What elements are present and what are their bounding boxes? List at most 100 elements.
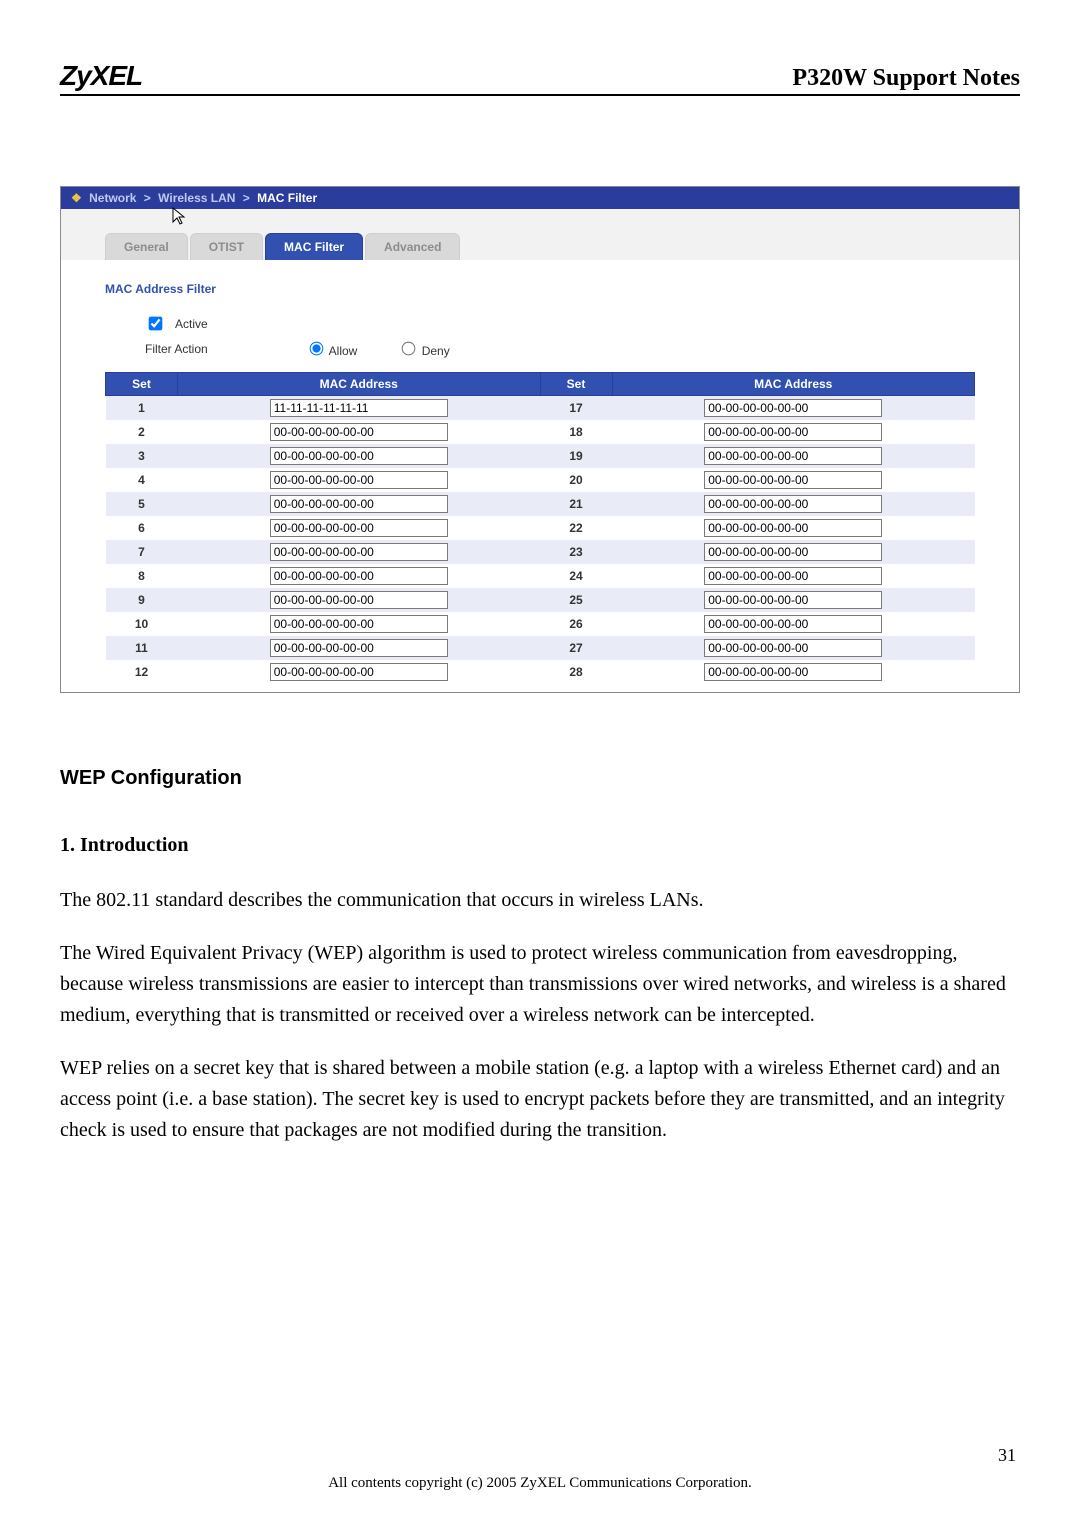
set-number: 9 (106, 588, 178, 612)
table-row: 7 23 (106, 540, 975, 564)
table-row: 9 25 (106, 588, 975, 612)
mac-cell (612, 660, 975, 684)
mac-cell (612, 540, 975, 564)
mac-cell (178, 396, 541, 421)
breadcrumb-item[interactable]: Network (89, 191, 136, 205)
mac-cell (178, 564, 541, 588)
radio-allow-input[interactable] (310, 342, 324, 356)
mac-input[interactable] (270, 567, 448, 585)
mac-input[interactable] (704, 591, 882, 609)
set-number: 3 (106, 444, 178, 468)
brand-logo: ZyXEL (60, 60, 142, 92)
mac-input[interactable] (270, 423, 448, 441)
mac-input[interactable] (704, 639, 882, 657)
set-number: 6 (106, 516, 178, 540)
paragraph: The Wired Equivalent Privacy (WEP) algor… (60, 938, 1020, 1031)
breadcrumb: ❖ Network > Wireless LAN > MAC Filter (61, 187, 1019, 209)
radio-deny[interactable]: Deny (397, 339, 449, 358)
mac-cell (178, 444, 541, 468)
filter-action-label: Filter Action (145, 342, 245, 356)
mac-cell (178, 588, 541, 612)
mac-input[interactable] (704, 543, 882, 561)
set-number: 25 (540, 588, 612, 612)
mac-cell (178, 540, 541, 564)
table-row: 521 (106, 492, 975, 516)
set-number: 26 (540, 612, 612, 636)
mac-cell (612, 444, 975, 468)
mac-input[interactable] (704, 615, 882, 633)
set-number: 2 (106, 420, 178, 444)
heading-introduction: 1. Introduction (60, 830, 1020, 861)
breadcrumb-sep: > (144, 191, 151, 205)
col-mac: MAC Address (178, 373, 541, 396)
mac-filter-panel: MAC Address Filter Active Filter Action … (61, 260, 1019, 692)
mac-cell (612, 588, 975, 612)
set-number: 4 (106, 468, 178, 492)
set-number: 27 (540, 636, 612, 660)
active-checkbox[interactable] (149, 317, 163, 331)
mac-input[interactable] (270, 447, 448, 465)
mac-input[interactable] (704, 495, 882, 513)
filter-action-row: Filter Action Allow Deny (145, 339, 975, 358)
mac-input[interactable] (704, 567, 882, 585)
mac-cell (178, 492, 541, 516)
breadcrumb-item[interactable]: Wireless LAN (158, 191, 235, 205)
radio-deny-input[interactable] (402, 342, 416, 356)
table-row: 824 (106, 564, 975, 588)
document-body: WEP Configuration 1. Introduction The 80… (60, 763, 1020, 1146)
mac-cell (178, 612, 541, 636)
tab-general[interactable]: General (105, 233, 188, 260)
tab-otist[interactable]: OTIST (190, 233, 263, 260)
mac-input[interactable] (704, 663, 882, 681)
mac-input[interactable] (270, 663, 448, 681)
tab-mac-filter[interactable]: MAC Filter (265, 233, 363, 260)
table-row: 117 (106, 396, 975, 421)
mac-cell (178, 516, 541, 540)
table-row: 12 28 (106, 660, 975, 684)
table-row: 1127 (106, 636, 975, 660)
breadcrumb-item-active: MAC Filter (257, 191, 317, 205)
table-row: 4 20 (106, 468, 975, 492)
set-number: 22 (540, 516, 612, 540)
breadcrumb-bullet-icon: ❖ (71, 191, 82, 205)
mac-input[interactable] (270, 543, 448, 561)
mac-cell (612, 420, 975, 444)
table-row: 6 22 (106, 516, 975, 540)
section-title: MAC Address Filter (105, 282, 975, 296)
mac-input[interactable] (270, 615, 448, 633)
copyright: All contents copyright (c) 2005 ZyXEL Co… (328, 1475, 752, 1491)
mac-input[interactable] (270, 399, 448, 417)
active-row: Active (145, 314, 975, 333)
radio-allow-label: Allow (329, 344, 358, 358)
set-number: 20 (540, 468, 612, 492)
heading-wep-config: WEP Configuration (60, 763, 1020, 794)
mac-input[interactable] (704, 399, 882, 417)
page-title: P320W Support Notes (792, 65, 1020, 92)
set-number: 28 (540, 660, 612, 684)
mac-input[interactable] (270, 519, 448, 537)
set-number: 23 (540, 540, 612, 564)
router-screenshot: ❖ Network > Wireless LAN > MAC Filter Ge… (60, 186, 1020, 693)
mac-input[interactable] (270, 591, 448, 609)
mac-input[interactable] (270, 471, 448, 489)
mac-input[interactable] (270, 495, 448, 513)
tab-bar: GeneralOTISTMAC FilterAdvanced (61, 233, 1019, 260)
set-number: 8 (106, 564, 178, 588)
table-row: 319 (106, 444, 975, 468)
breadcrumb-sep: > (243, 191, 250, 205)
mac-input[interactable] (704, 423, 882, 441)
mac-cell (612, 468, 975, 492)
radio-allow[interactable]: Allow (305, 339, 357, 358)
mac-cell (612, 612, 975, 636)
mac-input[interactable] (704, 471, 882, 489)
set-number: 17 (540, 396, 612, 421)
mac-input[interactable] (704, 519, 882, 537)
mac-input[interactable] (704, 447, 882, 465)
set-number: 12 (106, 660, 178, 684)
set-number: 7 (106, 540, 178, 564)
col-mac: MAC Address (612, 373, 975, 396)
mac-input[interactable] (270, 639, 448, 657)
tab-advanced[interactable]: Advanced (365, 233, 460, 260)
paragraph: WEP relies on a secret key that is share… (60, 1053, 1020, 1146)
set-number: 10 (106, 612, 178, 636)
